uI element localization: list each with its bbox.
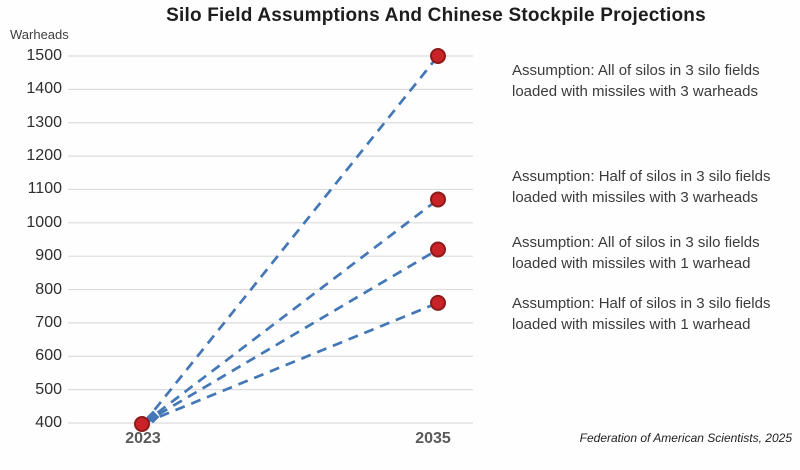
data-point-2035	[430, 48, 446, 64]
projection-line	[143, 248, 439, 425]
source-attribution: Federation of American Scientists, 2025	[579, 431, 792, 445]
y-tick-label: 900	[35, 247, 62, 265]
y-tick-label: 1500	[26, 47, 62, 64]
start-arrow-marker	[146, 410, 160, 424]
y-tick-label: 1100	[27, 180, 62, 198]
chart-title: Silo Field Assumptions And Chinese Stock…	[166, 5, 706, 26]
annotation-line: loaded with missiles with 3 warheads	[512, 189, 758, 206]
annotation-line: loaded with missiles with 1 warhead	[512, 316, 751, 333]
annotation-line: Assumption: All of silos in 3 silo field…	[512, 62, 760, 79]
y-tick-label: 500	[35, 380, 62, 398]
projection-line	[142, 55, 440, 424]
y-tick-label: 600	[35, 347, 62, 365]
y-tick-label: 800	[35, 280, 62, 298]
data-point-2035	[430, 241, 446, 258]
y-tick-label: 1000	[26, 213, 62, 231]
y-axis-label: Warheads	[10, 27, 69, 42]
y-tick-label: 400	[35, 414, 62, 431]
y-tick-label: 1400	[26, 80, 62, 98]
annotation-all-silos-1-warhead: Assumption: All of silos in 3 silo field…	[512, 232, 800, 274]
annotation-all-silos-3-warheads: Assumption: All of silos in 3 silo field…	[512, 60, 800, 102]
annotation-line: loaded with missiles with 1 warhead	[512, 255, 751, 272]
y-tick-label: 1300	[26, 113, 62, 131]
annotation-line: Assumption: Half of silos in 3 silo fiel…	[512, 295, 771, 312]
data-point-2035	[430, 191, 446, 208]
projection-line	[143, 198, 439, 425]
annotation-line: loaded with missiles with 3 warheads	[512, 83, 758, 100]
projection-line	[143, 301, 439, 425]
annotation-half-silos-3-warheads: Assumption: Half of silos in 3 silo fiel…	[512, 166, 800, 208]
y-tick-label: 700	[35, 313, 62, 331]
x-tick-label: 2023	[125, 430, 161, 447]
x-tick-label: 2035	[415, 430, 451, 447]
annotation-line: Assumption: Half of silos in 3 silo fiel…	[512, 168, 771, 185]
annotation-half-silos-1-warhead: Assumption: Half of silos in 3 silo fiel…	[512, 293, 800, 335]
data-point-2023	[134, 416, 150, 432]
y-tick-label: 1200	[26, 147, 62, 165]
data-point-2035	[430, 294, 446, 311]
annotation-line: Assumption: All of silos in 3 silo field…	[512, 234, 760, 251]
